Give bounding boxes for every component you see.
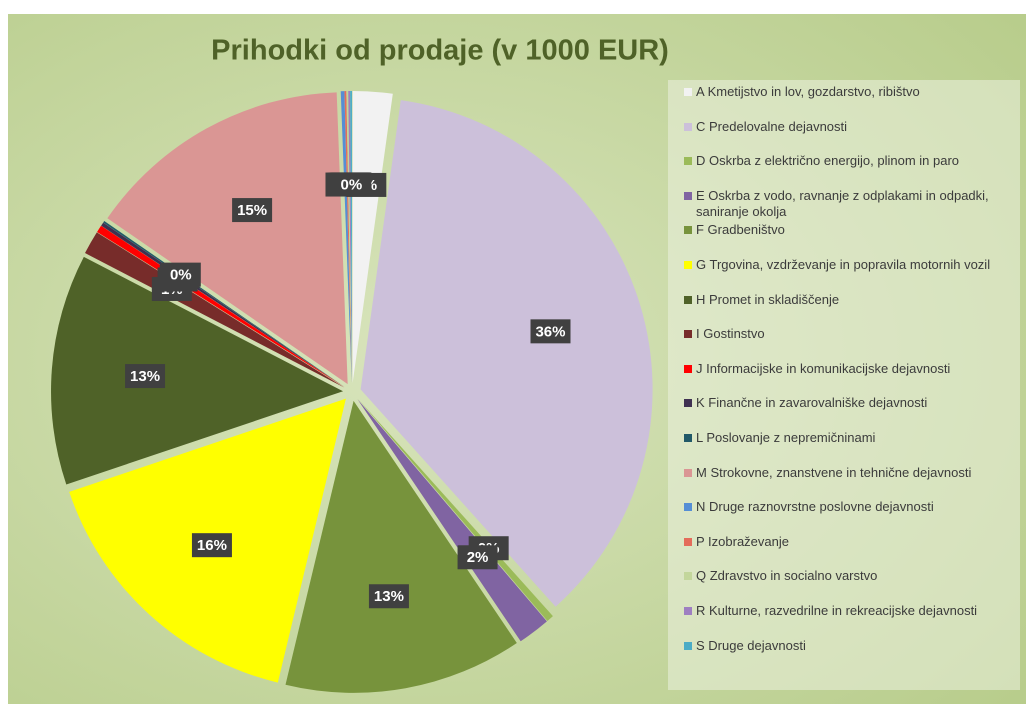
- data-label-box: [232, 198, 273, 223]
- data-label-box: [457, 545, 498, 570]
- data-label-box: [331, 172, 372, 197]
- data-label-text: 36%: [535, 323, 565, 340]
- data-label: 15%: [232, 198, 273, 223]
- pie-slice: [360, 100, 653, 607]
- data-label: 2%: [457, 545, 498, 570]
- pie-slice: [107, 92, 348, 385]
- legend-swatch: [684, 468, 692, 477]
- legend-label: Q Zdravstvo in socialno varstvo: [696, 568, 878, 584]
- pie-slice: [346, 91, 352, 384]
- legend-item: K Finančne in zavarovalniške dejavnosti: [684, 395, 1031, 411]
- legend-swatch: [684, 330, 692, 339]
- legend-swatch: [684, 399, 692, 408]
- legend-label: F Gradbeništvo: [696, 222, 785, 238]
- data-label-box: [530, 319, 571, 344]
- legend-label: S Druge dejavnosti: [696, 637, 806, 653]
- legend-label: I Gostinstvo: [696, 326, 765, 342]
- legend-swatch: [684, 607, 692, 615]
- legend-item: E Oskrba z vodo, ravnanje z odplakami in…: [684, 188, 1031, 220]
- legend-item: F Gradbeništvo: [684, 222, 1031, 238]
- data-label-box: [160, 262, 201, 287]
- legend-item: R Kulturne, razvedrilne in rekreacijske …: [684, 603, 1031, 619]
- data-label-text: 13%: [374, 588, 404, 605]
- legend-swatch: [684, 503, 692, 512]
- legend-swatch: [684, 434, 692, 442]
- legend-swatch: [684, 226, 692, 235]
- pie-slice: [340, 91, 352, 384]
- pie-slice: [350, 91, 352, 384]
- pie-slice: [348, 91, 352, 384]
- legend-label: H Promet in skladiščenje: [696, 291, 840, 307]
- legend-swatch: [684, 364, 692, 373]
- legend-item: C Predelovalne dejavnosti: [684, 119, 1031, 135]
- legend-item: N Druge raznovrstne poslovne dejavnosti: [684, 499, 1031, 515]
- legend-item: M Strokovne, znanstvene in tehnične deja…: [684, 465, 1031, 481]
- pie-slice: [103, 221, 345, 387]
- legend: A Kmetijstvo in lov, gozdarstvo, ribištv…: [668, 80, 1020, 690]
- pie-slice: [344, 91, 352, 384]
- legend-item: A Kmetijstvo in lov, gozdarstvo, ribištv…: [684, 84, 1031, 100]
- legend-label: E Oskrba z vodo, ravnanje z odplakami in…: [696, 187, 989, 219]
- data-label: 0%: [160, 262, 201, 287]
- legend-swatch: [684, 572, 692, 581]
- legend-swatch: [684, 295, 692, 304]
- legend-label: C Predelovalne dejavnosti: [696, 118, 848, 134]
- legend-swatch: [684, 261, 692, 269]
- pie-slice: [352, 91, 393, 384]
- data-label-box: [368, 584, 409, 609]
- legend-item: Q Zdravstvo in socialno varstvo: [684, 568, 1031, 584]
- pie-slice: [357, 399, 547, 642]
- legend-item: J Informacijske in komunikacijske dejavn…: [684, 361, 1031, 377]
- legend-label: D Oskrba z električno energijo, plinom i…: [696, 153, 960, 169]
- legend-label: G Trgovina, vzdrževanje in popravila mot…: [696, 257, 991, 272]
- legend-label: M Strokovne, znanstvene in tehnične deja…: [696, 464, 972, 480]
- data-label-box: [125, 364, 166, 389]
- data-label-text: 0%: [341, 176, 363, 193]
- legend-label: N Druge raznovrstne poslovne dejavnosti: [696, 499, 934, 515]
- data-label: 16%: [191, 533, 232, 558]
- legend-label: R Kulturne, razvedrilne in rekreacijske …: [696, 603, 978, 618]
- data-label: 13%: [125, 364, 166, 389]
- legend-item: L Poslovanje z nepremičninami: [684, 430, 1031, 446]
- legend-swatch: [684, 122, 692, 131]
- data-label-box: [191, 533, 232, 558]
- legend-label: J Informacijske in komunikacijske dejavn…: [696, 360, 951, 376]
- chart-title: Prihodki od prodaje (v 1000 EUR): [211, 35, 669, 67]
- pie-slice: [97, 225, 345, 388]
- data-label-text: 13%: [130, 368, 160, 385]
- legend-label: L Poslovanje z nepremičninami: [696, 430, 876, 445]
- data-label-text: 2%: [467, 549, 489, 566]
- data-label: 36%: [530, 319, 571, 344]
- legend-swatch: [684, 537, 692, 546]
- legend-swatch: [684, 641, 692, 650]
- data-label-text: 0%: [170, 267, 192, 284]
- legend-label: P Izobraževanje: [696, 533, 789, 549]
- legend-item: G Trgovina, vzdrževanje in popravila mot…: [684, 257, 1031, 273]
- legend-swatch: [684, 191, 692, 200]
- legend-item: S Druge dejavnosti: [684, 638, 1031, 654]
- pie-slice: [51, 256, 344, 485]
- legend-item: H Promet in skladiščenje: [684, 292, 1031, 308]
- legend-item: P Izobraževanje: [684, 534, 1031, 550]
- legend-label: A Kmetijstvo in lov, gozdarstvo, ribištv…: [696, 84, 920, 99]
- pie-slice: [357, 398, 553, 621]
- legend-label: K Finančne in zavarovalniške dejavnosti: [696, 395, 928, 411]
- pie-slice: [84, 232, 345, 388]
- legend-swatch: [684, 88, 692, 96]
- data-label: 13%: [368, 584, 409, 609]
- pie-slice: [285, 400, 517, 693]
- legend-swatch: [684, 157, 692, 166]
- data-label-text: 15%: [237, 202, 267, 219]
- legend-item: D Oskrba z električno energijo, plinom i…: [684, 153, 1031, 169]
- data-label: 0%: [331, 172, 372, 197]
- data-label-text: 16%: [197, 537, 227, 554]
- legend-item: I Gostinstvo: [684, 326, 1031, 342]
